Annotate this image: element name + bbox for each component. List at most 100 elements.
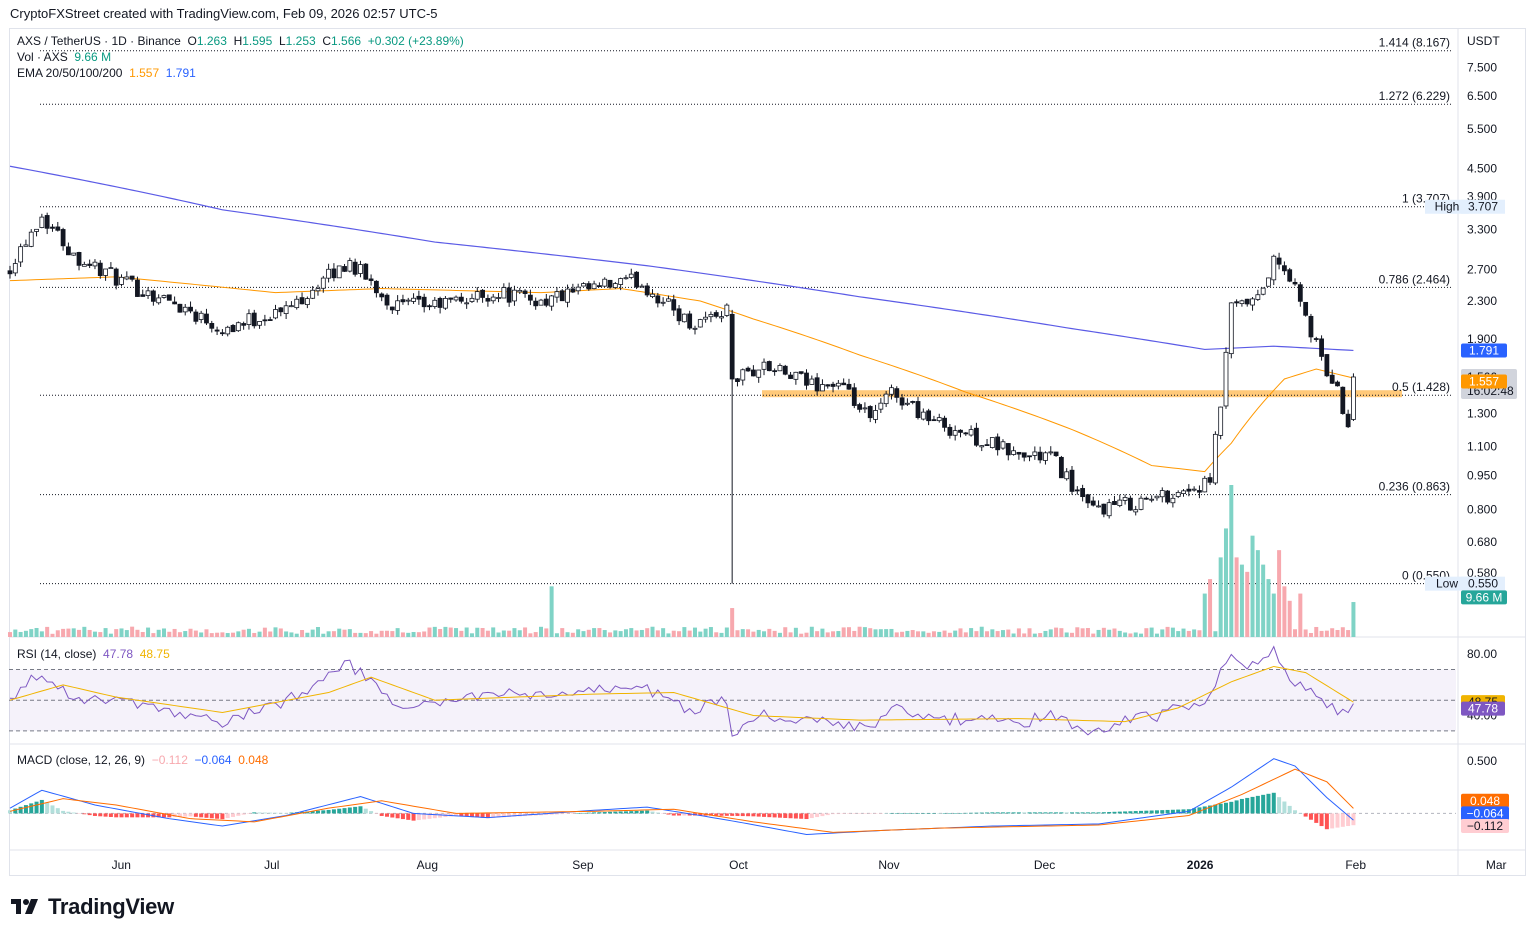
macd-hist-bar — [146, 813, 151, 818]
candle-body — [44, 215, 50, 229]
macd-hist-bar — [931, 813, 936, 814]
volume-bar — [931, 631, 936, 637]
candle-body — [1181, 490, 1186, 495]
volume-bar — [177, 632, 182, 637]
volume-bar — [884, 629, 889, 637]
volume-bar — [698, 631, 703, 637]
support-zone — [762, 390, 1402, 398]
macd-hist-bar — [570, 813, 575, 814]
tradingview-logo[interactable]: TradingView — [10, 894, 174, 920]
candle-body — [1112, 501, 1117, 505]
macd-hist-bar — [347, 807, 352, 814]
candle-body — [989, 437, 995, 448]
volume-bar — [1070, 632, 1074, 637]
pane-separators — [9, 29, 1525, 875]
volume-bar — [1112, 628, 1117, 637]
macd-hist-bar — [124, 813, 129, 818]
volume-bar — [682, 627, 687, 637]
volume-bar — [687, 630, 692, 637]
price-tick: 3.300 — [1467, 223, 1497, 237]
candle-body — [1329, 374, 1335, 384]
candle-body — [995, 436, 1001, 451]
rsi-badge-text-1: 47.78 — [1468, 702, 1498, 716]
macd-hist-bar — [61, 810, 66, 814]
macd-hist-bar — [905, 813, 910, 814]
candle-body — [628, 273, 634, 278]
candle-body — [1149, 498, 1155, 501]
rsi-label[interactable]: RSI (14, close) — [17, 647, 97, 661]
macd-label[interactable]: MACD (close, 12, 26, 9) — [17, 753, 146, 767]
candle-body — [464, 302, 470, 305]
candle-body — [586, 283, 592, 290]
macd-hist-bar — [1054, 812, 1059, 814]
volume-bar — [772, 630, 777, 637]
macd-hist-bar — [438, 813, 443, 818]
candle-body — [241, 323, 247, 326]
macd-hist-bar — [82, 813, 87, 815]
price-tick: 0.800 — [1467, 503, 1497, 517]
macd-hist-bar — [369, 811, 374, 814]
candle-body — [172, 301, 178, 305]
macd-hist-bar — [464, 813, 469, 817]
volume-label[interactable]: Vol · AXS — [17, 50, 68, 64]
macd-hist-bar — [1266, 793, 1271, 814]
volume-bar — [1176, 631, 1181, 637]
volume-bar — [825, 632, 830, 637]
volume-bar — [868, 628, 873, 637]
candle-body — [517, 290, 523, 293]
macd-hist-bar — [820, 813, 825, 817]
candle-body — [23, 244, 29, 247]
close-label: C — [322, 34, 332, 48]
volume-bar — [278, 628, 283, 637]
macd-hist-bar — [71, 812, 76, 814]
macd-hist-bar — [1027, 812, 1032, 814]
candle-body — [50, 226, 55, 229]
candle-body — [1191, 488, 1197, 491]
candle-body — [39, 216, 45, 228]
candle-body — [427, 305, 432, 308]
candlesticks — [7, 212, 1356, 584]
macd-hist-bar — [1064, 812, 1069, 814]
macd-hist-bar — [406, 813, 411, 820]
volume-bar — [459, 630, 464, 637]
low-value: 1.253 — [285, 34, 316, 48]
macd-hist-bar — [995, 812, 1000, 814]
macd-hist-bar — [560, 813, 565, 815]
candle-body — [1000, 441, 1006, 449]
macd-hist-bar — [841, 813, 846, 814]
candle-body — [559, 290, 565, 302]
volume-bar — [1165, 626, 1170, 637]
volume-bar — [894, 632, 899, 637]
macd-hist-bar — [852, 813, 857, 814]
candle-body — [788, 374, 793, 379]
rsi-tick: 80.00 — [1467, 647, 1497, 661]
candle-body — [554, 291, 560, 298]
candle-body — [825, 384, 831, 387]
candle-body — [867, 406, 873, 419]
volume-bar — [1170, 627, 1175, 637]
ema-label[interactable]: EMA 20/50/100/200 — [17, 66, 123, 80]
candle-body — [400, 299, 406, 303]
macd-hist-bar — [92, 813, 97, 816]
symbol-label[interactable]: AXS / TetherUS · 1D · Binance — [17, 34, 181, 48]
macd-hist-bar — [1255, 795, 1260, 814]
volume-bar — [862, 627, 867, 637]
time-tick: Aug — [417, 858, 438, 872]
volume-bar — [1054, 627, 1059, 637]
candle-body — [782, 365, 788, 375]
candle-body — [416, 295, 422, 300]
volume-bar — [905, 630, 910, 637]
price-axis: USDT7.5006.5005.5004.5003.9003.3002.7002… — [1467, 34, 1500, 580]
candle-body — [1032, 451, 1038, 456]
candle-body — [565, 288, 570, 303]
volume-bar — [985, 631, 990, 637]
macd-badge-text-2: −0.112 — [1467, 819, 1503, 833]
volume-bar — [321, 633, 326, 637]
candle-body — [936, 417, 942, 422]
candle-body — [952, 430, 958, 436]
price-tick: 1.100 — [1467, 440, 1497, 454]
macd-hist-bar — [204, 813, 209, 818]
macd-hist-bar — [496, 813, 501, 818]
chart-credit: CryptoFXStreet created with TradingView.… — [10, 6, 438, 21]
